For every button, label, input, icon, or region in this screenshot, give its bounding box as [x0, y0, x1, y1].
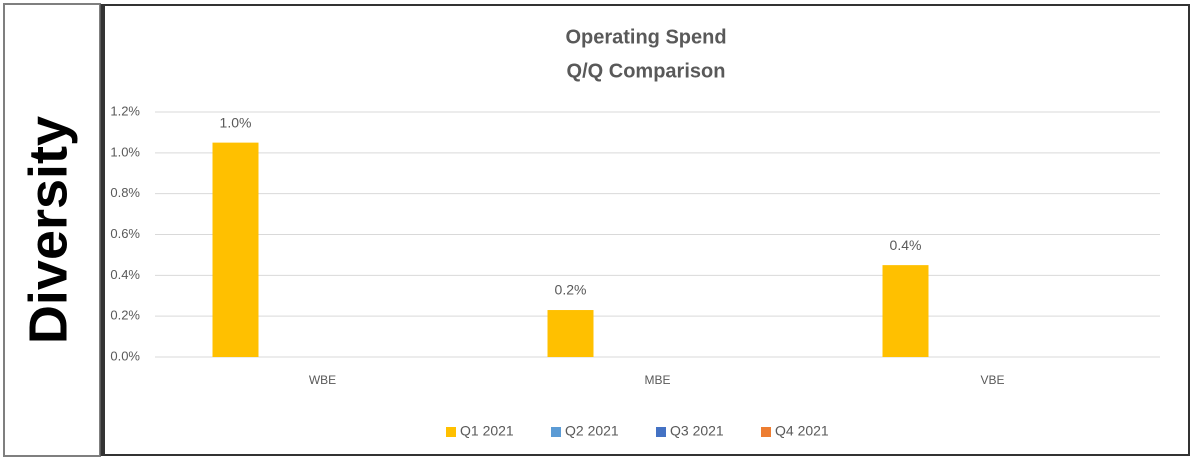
chart-title: Operating Spend [565, 26, 726, 48]
sidebar-label: Diversity [18, 116, 78, 344]
chart-title: Q/Q Comparison [567, 60, 726, 82]
chart-frame [103, 4, 1190, 456]
y-tick-label: 1.2% [110, 103, 140, 118]
y-tick-label: 0.2% [110, 308, 140, 323]
bar [882, 265, 929, 357]
legend-label: Q1 2021 [460, 423, 514, 439]
x-tick-label: WBE [309, 373, 336, 387]
bar [547, 310, 594, 357]
legend-label: Q2 2021 [565, 423, 619, 439]
sidebar-box [3, 3, 101, 457]
bar [212, 142, 259, 357]
data-label: 0.2% [555, 282, 587, 298]
x-tick-label: VBE [980, 373, 1004, 387]
y-tick-label: 0.0% [110, 348, 140, 363]
data-label: 0.4% [890, 237, 922, 253]
legend-label: Q3 2021 [670, 423, 724, 439]
x-tick-label: MBE [644, 373, 670, 387]
y-tick-label: 1.0% [110, 144, 140, 159]
legend-swatch [551, 427, 561, 437]
legend-swatch [446, 427, 456, 437]
data-label: 1.0% [220, 114, 252, 130]
y-tick-label: 0.6% [110, 226, 140, 241]
legend-swatch [761, 427, 771, 437]
legend-swatch [656, 427, 666, 437]
legend-label: Q4 2021 [775, 423, 829, 439]
y-tick-label: 0.4% [110, 267, 140, 282]
y-tick-label: 0.8% [110, 185, 140, 200]
